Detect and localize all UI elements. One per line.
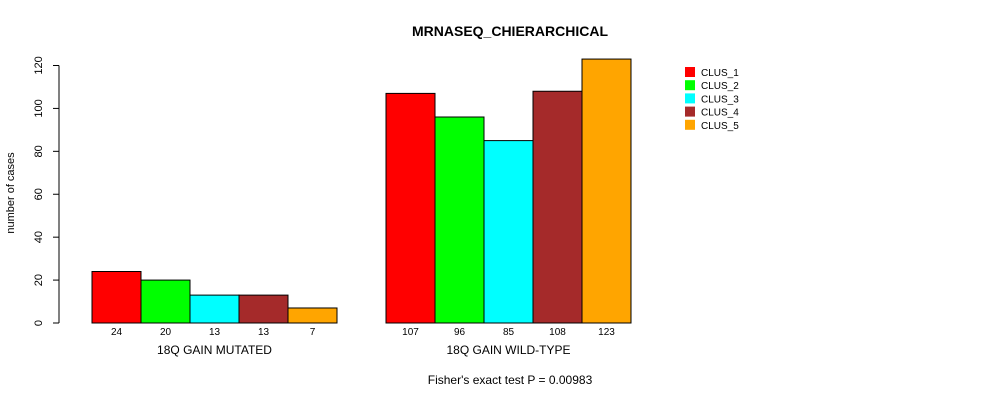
bar-clus4-group1 — [238, 294, 289, 324]
bar-value-label: 20 — [160, 327, 172, 338]
legend-swatch-clus1 — [685, 67, 695, 77]
bar-clus2-group2 — [434, 116, 485, 324]
bar-clus1-group2 — [385, 92, 436, 324]
fisher-test-footnote: Fisher's exact test P = 0.00983 — [428, 373, 593, 387]
bar-clus1-group1 — [91, 271, 142, 324]
bar-value-label: 7 — [310, 327, 316, 338]
chart-title: MRNASEQ_CHIERARCHICAL — [412, 23, 608, 39]
bar-value-label: 108 — [549, 327, 566, 338]
y-tick-label: 20 — [33, 274, 45, 286]
legend-label: CLUS_5 — [701, 121, 739, 132]
bar-value-label: 13 — [258, 327, 270, 338]
y-tick-label: 0 — [33, 320, 45, 326]
bar-clus5-group2 — [581, 58, 632, 324]
y-tick-label: 80 — [33, 145, 45, 157]
y-tick-label: 40 — [33, 231, 45, 243]
group-labels: 18Q GAIN MUTATED 18Q GAIN WILD-TYPE — [157, 343, 570, 357]
legend-label: CLUS_1 — [701, 68, 739, 79]
bar-value-label: 85 — [503, 327, 515, 338]
y-axis-label: number of cases — [5, 152, 17, 234]
legend-label: CLUS_2 — [701, 81, 739, 92]
legend: CLUS_1 CLUS_2 CLUS_3 CLUS_4 CLUS_5 — [685, 67, 739, 132]
legend-swatch-clus3 — [685, 93, 695, 104]
legend-swatch-clus2 — [685, 80, 695, 91]
bar-value-label: 96 — [454, 327, 466, 338]
legend-swatch-clus4 — [685, 106, 695, 117]
bar-clus4-group2 — [532, 90, 583, 324]
legend-swatch-clus5 — [685, 119, 695, 130]
bar-value-label: 107 — [402, 327, 419, 338]
bar-value-label: 24 — [111, 327, 123, 338]
y-axis: 0 20 40 60 80 100 120 — [33, 56, 60, 326]
bars: 24 20 13 13 7 107 96 85 108 123 — [91, 58, 632, 338]
y-tick-label: 100 — [33, 99, 45, 117]
legend-label: CLUS_4 — [701, 108, 739, 119]
bar-clus5-group1 — [287, 307, 338, 324]
y-tick-label: 120 — [33, 56, 45, 74]
bar-clus2-group1 — [140, 279, 191, 324]
legend-label: CLUS_3 — [701, 94, 739, 105]
bar-clus3-group2 — [483, 140, 534, 324]
group-label: 18Q GAIN WILD-TYPE — [446, 343, 570, 357]
group-label: 18Q GAIN MUTATED — [157, 343, 272, 357]
bar-value-label: 123 — [598, 327, 615, 338]
bar-value-label: 13 — [209, 327, 221, 338]
y-tick-label: 60 — [33, 188, 45, 200]
bar-clus3-group1 — [189, 294, 240, 324]
